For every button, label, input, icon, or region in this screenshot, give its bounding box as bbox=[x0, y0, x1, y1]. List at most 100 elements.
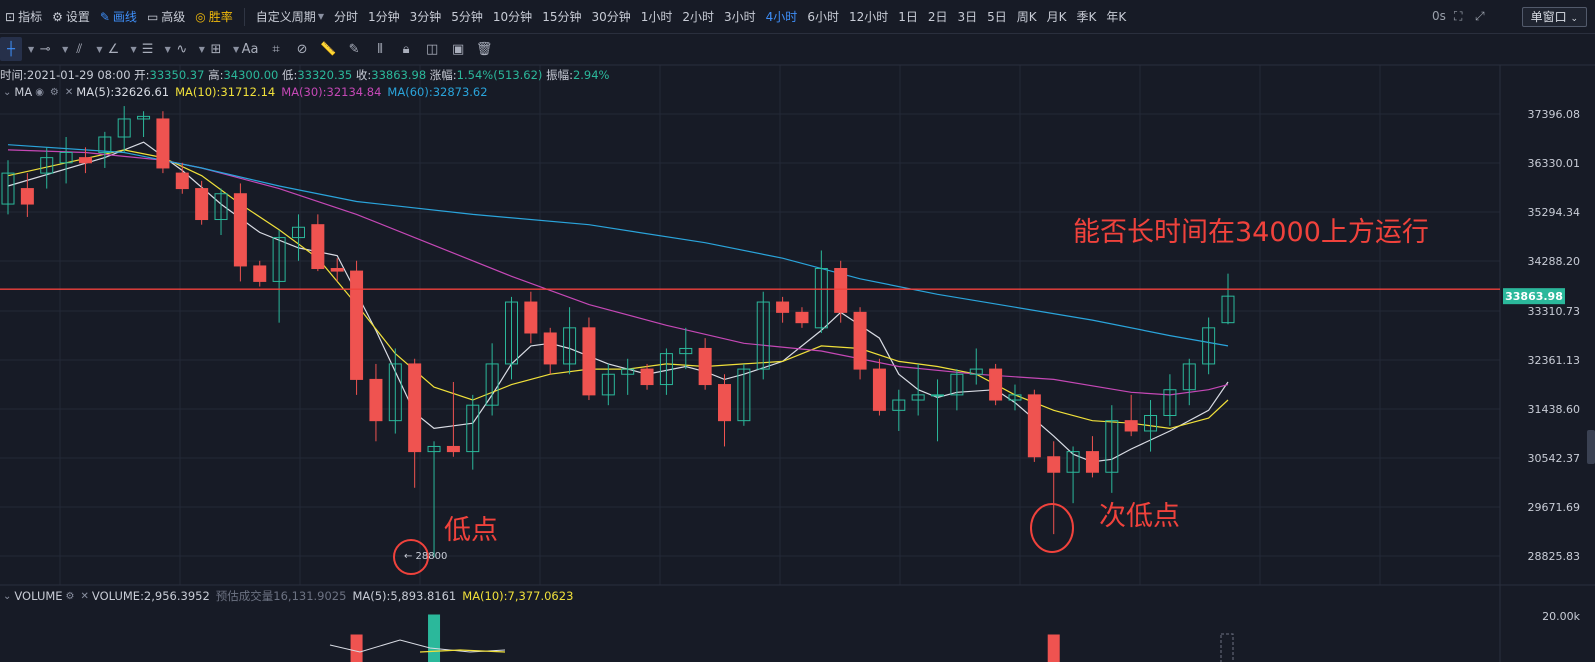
period-tab[interactable]: 30分钟 bbox=[591, 10, 631, 24]
collapse-icon[interactable]: ⌄ bbox=[3, 590, 12, 602]
candle-body bbox=[911, 394, 925, 401]
candle-body bbox=[98, 136, 112, 153]
candle-body bbox=[1105, 420, 1119, 473]
volume-ma10-line bbox=[419, 649, 506, 653]
candle-body bbox=[311, 224, 325, 270]
trendline-tool-icon[interactable]: ⫽ bbox=[76, 41, 83, 57]
trophy-icon: ◎ bbox=[195, 9, 206, 24]
volume-bar bbox=[350, 634, 363, 662]
period-tab[interactable]: 3小时 bbox=[724, 10, 756, 24]
settings-button[interactable]: ⚙ 设置 bbox=[52, 9, 90, 25]
draw-button[interactable]: ✎ 画线 bbox=[99, 9, 137, 25]
gear-icon[interactable]: ⚙ bbox=[49, 86, 59, 98]
brush-tool-icon[interactable]: ✎ bbox=[348, 41, 360, 57]
eye-icon[interactable]: ◉ bbox=[35, 86, 44, 98]
candle-body bbox=[272, 237, 286, 282]
indicator-button[interactable]: ⊡ 指标 bbox=[5, 9, 43, 25]
price-tick-label: 34288.20 bbox=[1528, 255, 1581, 268]
volume-legend: ⌄ VOLUME ⚙ ✕ VOLUME:2,956.3952 预估成交量 16,1… bbox=[0, 588, 573, 604]
magnet-tool-icon[interactable]: ⊘ bbox=[296, 41, 308, 57]
period-tab[interactable]: 3日 bbox=[957, 10, 978, 24]
period-tab[interactable]: 季K bbox=[1076, 10, 1097, 24]
ohlc-open: 33350.37 bbox=[149, 68, 205, 82]
gear-icon[interactable]: ⚙ bbox=[65, 590, 75, 602]
crosshair-tool-icon[interactable]: ┼ bbox=[0, 37, 22, 61]
chevron-down-icon[interactable]: ▼ bbox=[164, 44, 171, 54]
collapse-icon[interactable]: ⌄ bbox=[3, 86, 12, 98]
angle-tool-icon[interactable]: ∠ bbox=[107, 41, 120, 57]
candle-body bbox=[466, 404, 480, 453]
period-tab[interactable]: 4小时 bbox=[765, 10, 798, 24]
candle-body bbox=[1085, 451, 1099, 473]
period-tab[interactable]: 5分钟 bbox=[451, 10, 483, 24]
period-tab[interactable]: 2小时 bbox=[682, 10, 715, 24]
lock-tool-icon[interactable]: 🔒︎ bbox=[402, 41, 410, 57]
period-tab[interactable]: 年K bbox=[1106, 10, 1127, 24]
period-tab[interactable]: 15分钟 bbox=[542, 10, 582, 24]
candle-body bbox=[59, 151, 73, 164]
wave-tool-icon[interactable]: ∿ bbox=[176, 41, 188, 57]
winrate-button[interactable]: ◎ 胜率 bbox=[195, 9, 233, 25]
chevron-down-icon[interactable]: ▼ bbox=[232, 44, 240, 54]
ohlc-low: 33320.35 bbox=[297, 68, 353, 82]
advanced-button[interactable]: ▭ 高级 bbox=[146, 9, 186, 25]
chevron-down-icon[interactable]: ▼ bbox=[62, 44, 69, 54]
candle-body bbox=[1124, 420, 1138, 432]
volume-ma5-line bbox=[329, 639, 506, 653]
period-tab[interactable]: 3分钟 bbox=[409, 10, 442, 24]
candle-body bbox=[543, 332, 557, 365]
price-tick-label: 36330.01 bbox=[1528, 157, 1581, 170]
window-icon: ▭ bbox=[146, 9, 159, 24]
close-icon[interactable]: ✕ bbox=[80, 590, 89, 602]
fib-tool-icon[interactable]: ☰ bbox=[141, 41, 154, 57]
period-tab[interactable]: 分时 bbox=[333, 10, 358, 24]
period-tab[interactable]: 10分钟 bbox=[492, 10, 533, 24]
candle-body bbox=[931, 394, 945, 397]
candle-body bbox=[582, 327, 596, 396]
price-tick-label: 28825.83 bbox=[1528, 550, 1581, 563]
period-tab[interactable]: 6小时 bbox=[807, 10, 839, 24]
window-mode-button[interactable]: 单窗口 ⌄ bbox=[1521, 7, 1587, 27]
candle-body bbox=[1066, 451, 1080, 473]
period-tab[interactable]: 周K bbox=[1016, 10, 1037, 24]
period-tab[interactable]: 月K bbox=[1046, 10, 1067, 24]
period-tab[interactable]: 1小时 bbox=[640, 10, 673, 24]
period-tab[interactable]: 2日 bbox=[927, 10, 948, 24]
shape-tool-icon[interactable]: ⊞ bbox=[210, 41, 222, 57]
period-tab[interactable]: 5日 bbox=[987, 10, 1007, 24]
volume-ma10-value: MA(10):7,377.0623 bbox=[462, 589, 574, 603]
expand-icon[interactable]: ⤢ bbox=[1475, 9, 1485, 23]
ruler-tool-icon[interactable]: 📏 bbox=[320, 41, 337, 57]
chevron-down-icon[interactable]: ▼ bbox=[130, 44, 137, 54]
custom-period-dropdown[interactable]: 自定义周期 ▼ bbox=[255, 10, 324, 24]
candle-body bbox=[1202, 327, 1216, 365]
chevron-down-icon[interactable]: ▼ bbox=[96, 44, 103, 54]
candles-tool-icon[interactable]: ⫴ bbox=[377, 41, 383, 57]
candle-body bbox=[117, 118, 131, 138]
fullscreen-icon[interactable]: ⛶ bbox=[1454, 9, 1463, 23]
chevron-down-icon[interactable]: ▼ bbox=[28, 44, 35, 54]
trash-icon[interactable]: 🗑︎ bbox=[475, 41, 493, 57]
close-icon[interactable]: ✕ bbox=[64, 86, 74, 98]
annotation-second-low: 次低点 bbox=[1099, 501, 1180, 532]
chevron-down-icon[interactable]: ▼ bbox=[198, 44, 205, 54]
pattern-tool-icon[interactable]: ⌗ bbox=[272, 41, 280, 57]
horizontal-line-tool-icon[interactable]: ⊸ bbox=[39, 41, 51, 57]
snapshot-tool-icon[interactable]: ▣ bbox=[451, 41, 465, 57]
hide-tool-icon[interactable]: ◫ bbox=[425, 41, 439, 57]
candle-body bbox=[1027, 394, 1041, 458]
text-tool-icon[interactable]: Aa bbox=[241, 41, 259, 57]
candle-body bbox=[950, 373, 964, 396]
period-tab[interactable]: 12小时 bbox=[848, 10, 889, 24]
candle-body bbox=[1144, 415, 1158, 432]
volume-pane bbox=[329, 614, 1234, 662]
volume-indicator-name: VOLUME bbox=[14, 589, 63, 603]
candle-body bbox=[78, 157, 92, 164]
panel-resize-handle[interactable] bbox=[1587, 430, 1595, 464]
period-tab[interactable]: 1日 bbox=[898, 10, 918, 24]
ohlc-high: 34300.00 bbox=[223, 68, 279, 82]
period-tab[interactable]: 1分钟 bbox=[367, 10, 400, 24]
